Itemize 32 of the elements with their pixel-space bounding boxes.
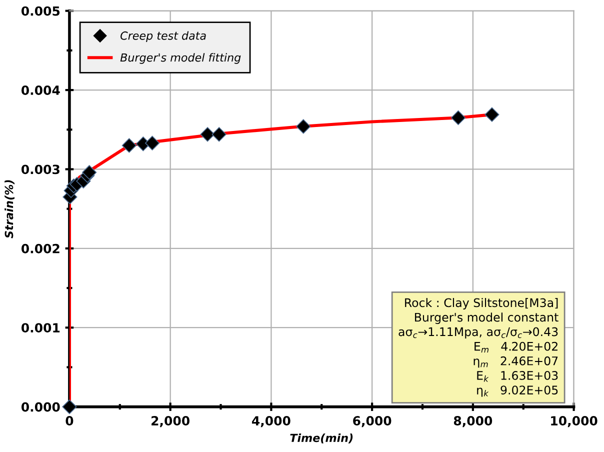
- point: [484, 107, 500, 122]
- legend-label: Burger's model fitting: [120, 53, 241, 64]
- x-tick-label: 6,000: [353, 416, 392, 428]
- y-tick-label: 0.002: [21, 244, 60, 254]
- y-tick-label: 0.004: [21, 86, 60, 95]
- legend-label: Creep test data: [120, 31, 206, 42]
- text: E$_{m}$ 4.20E+02: [474, 342, 558, 353]
- point: [82, 165, 97, 180]
- y-tick-label: 0.005: [21, 6, 60, 16]
- point: [296, 119, 311, 134]
- annotation: Burger's model constant: [415, 312, 558, 324]
- y-tick-label: 0.001: [21, 323, 60, 333]
- x-tick-label: 2,000: [152, 416, 190, 428]
- text: η$_{k}$ 9.02E+05: [477, 386, 558, 397]
- annotation: aσ$_{c}$→1.11Mpa, aσ$_{c}$/σ$_{c}$→0.43: [398, 327, 558, 338]
- y-tick-label: 0.000: [21, 402, 60, 412]
- x-tick-label: 4,000: [252, 416, 290, 428]
- annotation: Rock : Clay Siltstone[M3a]: [405, 298, 558, 310]
- text: E$_{k}$ 1.63E+03: [477, 371, 558, 382]
- y-tick-label: 0.003: [21, 164, 60, 174]
- point: [200, 127, 215, 142]
- text: η$_{m}$ 2.46E+07: [474, 356, 558, 368]
- x-tick-label: 0: [66, 416, 74, 426]
- x-tick-label: 10,000: [551, 416, 598, 428]
- point: [212, 127, 226, 142]
- x-axis-title: Time(min): [290, 433, 353, 444]
- point: [450, 110, 466, 126]
- point: [122, 138, 136, 153]
- point: [144, 136, 160, 150]
- x-tick-label: 8,000: [454, 416, 492, 428]
- y-axis-title: Strain(%): [4, 180, 14, 238]
- point: [62, 400, 77, 414]
